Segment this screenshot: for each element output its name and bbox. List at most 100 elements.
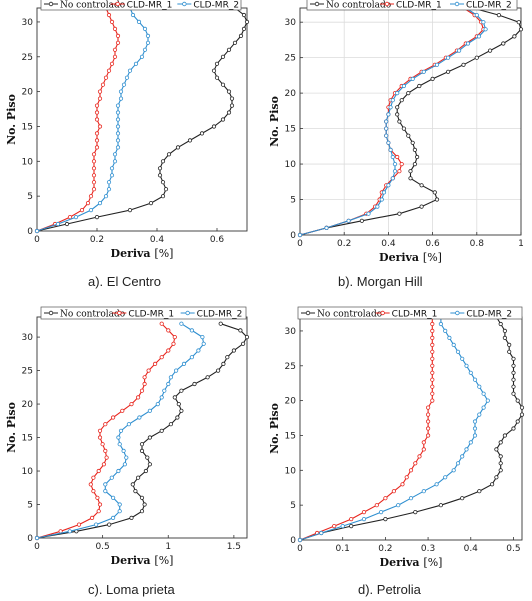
data-point xyxy=(451,468,456,473)
data-point xyxy=(117,502,122,507)
data-point xyxy=(502,433,507,438)
data-point xyxy=(417,83,422,89)
data-point xyxy=(97,124,103,129)
data-point xyxy=(211,68,217,73)
data-point xyxy=(171,341,176,346)
data-point xyxy=(103,422,108,427)
x-axis-label-unit: [%] xyxy=(423,251,442,264)
data-point xyxy=(438,503,443,508)
data-point xyxy=(142,381,147,387)
data-point xyxy=(97,502,103,507)
y-tick-label: 10 xyxy=(22,157,34,167)
data-point xyxy=(112,26,118,31)
data-point xyxy=(142,26,148,31)
data-point xyxy=(159,321,164,326)
data-point xyxy=(512,34,517,39)
data-point xyxy=(412,147,417,152)
data-point xyxy=(430,349,435,354)
legend-label: CLD-MR_1 xyxy=(392,310,438,320)
data-point xyxy=(494,447,499,452)
data-point xyxy=(477,384,482,389)
data-point xyxy=(157,173,163,178)
series-cld-mr-1 xyxy=(34,321,177,541)
data-point xyxy=(109,61,115,66)
data-point xyxy=(127,68,133,73)
x-axis-label-unit: [%] xyxy=(154,554,173,567)
data-point xyxy=(94,131,100,136)
legend-label: CLD-MR_2 xyxy=(466,310,512,320)
chart-panel-1: 0 0.2 0.4 0.6 0 5 10 15 20 25 30 Deriva [%] No. Piso… xyxy=(5,0,250,260)
data-point xyxy=(166,328,171,333)
data-point xyxy=(91,166,97,171)
series-no-controlado xyxy=(297,5,524,238)
data-point xyxy=(232,40,238,45)
data-point xyxy=(139,448,145,453)
data-point xyxy=(425,433,431,438)
y-tick-label: 5 xyxy=(290,196,296,206)
data-point xyxy=(445,55,451,60)
data-point xyxy=(468,440,473,445)
data-point xyxy=(489,482,495,487)
data-point xyxy=(430,328,435,333)
legend-swatch-marker xyxy=(117,310,122,316)
legend: No controlado CLD-MR_1 CLD-MR_2 xyxy=(297,306,523,320)
data-point xyxy=(515,398,520,403)
data-point xyxy=(226,89,232,94)
data-point xyxy=(417,454,422,459)
legend-swatch-marker xyxy=(454,1,460,7)
data-point xyxy=(412,162,417,167)
data-point xyxy=(91,173,97,178)
data-point xyxy=(511,384,516,389)
data-point xyxy=(124,75,130,80)
data-point xyxy=(438,321,443,327)
data-point xyxy=(443,328,448,333)
caption-d: d). Petrolia xyxy=(358,582,421,597)
data-point xyxy=(94,103,100,108)
data-point xyxy=(395,112,400,117)
data-point xyxy=(142,47,148,52)
data-point xyxy=(73,215,79,220)
data-point xyxy=(107,522,112,527)
legend-label: CLD-MR_1 xyxy=(128,310,174,320)
data-point xyxy=(229,103,235,108)
series-cld-mr-1 xyxy=(297,314,435,543)
chart-panel-3: 0 0.5 1 1.5 0 5 10 15 20 25 30 Deriva [%] No. Piso No… xyxy=(5,306,250,567)
data-point xyxy=(139,54,145,59)
data-point xyxy=(112,54,118,59)
data-point xyxy=(97,428,103,433)
data-point xyxy=(95,495,100,500)
data-point xyxy=(226,47,232,52)
data-point xyxy=(34,228,40,234)
data-point xyxy=(379,197,384,202)
data-point xyxy=(498,440,503,445)
x-axis-label: Deriva [%] xyxy=(111,247,174,260)
data-point xyxy=(127,208,133,213)
legend-swatch-marker xyxy=(48,1,54,7)
data-point xyxy=(477,412,482,417)
data-point xyxy=(494,475,499,480)
data-point xyxy=(485,398,490,403)
series-line xyxy=(299,317,489,541)
data-point xyxy=(103,75,109,80)
data-point xyxy=(502,328,507,333)
data-point xyxy=(175,415,180,420)
data-point xyxy=(211,124,217,129)
legend-label: CLD-MR_2 xyxy=(197,310,243,320)
data-point xyxy=(419,183,424,188)
data-point xyxy=(106,180,112,185)
data-point xyxy=(511,370,516,375)
data-point xyxy=(172,334,177,340)
data-point xyxy=(91,187,97,192)
data-point xyxy=(349,516,354,522)
y-tick-label: 30 xyxy=(22,18,34,28)
data-point xyxy=(399,162,404,167)
x-tick-label: 1.5 xyxy=(227,542,241,552)
data-point xyxy=(147,435,152,440)
y-tick-label: 15 xyxy=(285,431,296,441)
series-cld-mr-2 xyxy=(297,314,490,543)
data-point xyxy=(507,349,512,354)
caption-b: b). Morgan Hill xyxy=(338,274,423,289)
data-point xyxy=(166,348,171,353)
series-no-controlado xyxy=(34,321,250,541)
data-point xyxy=(181,361,187,366)
